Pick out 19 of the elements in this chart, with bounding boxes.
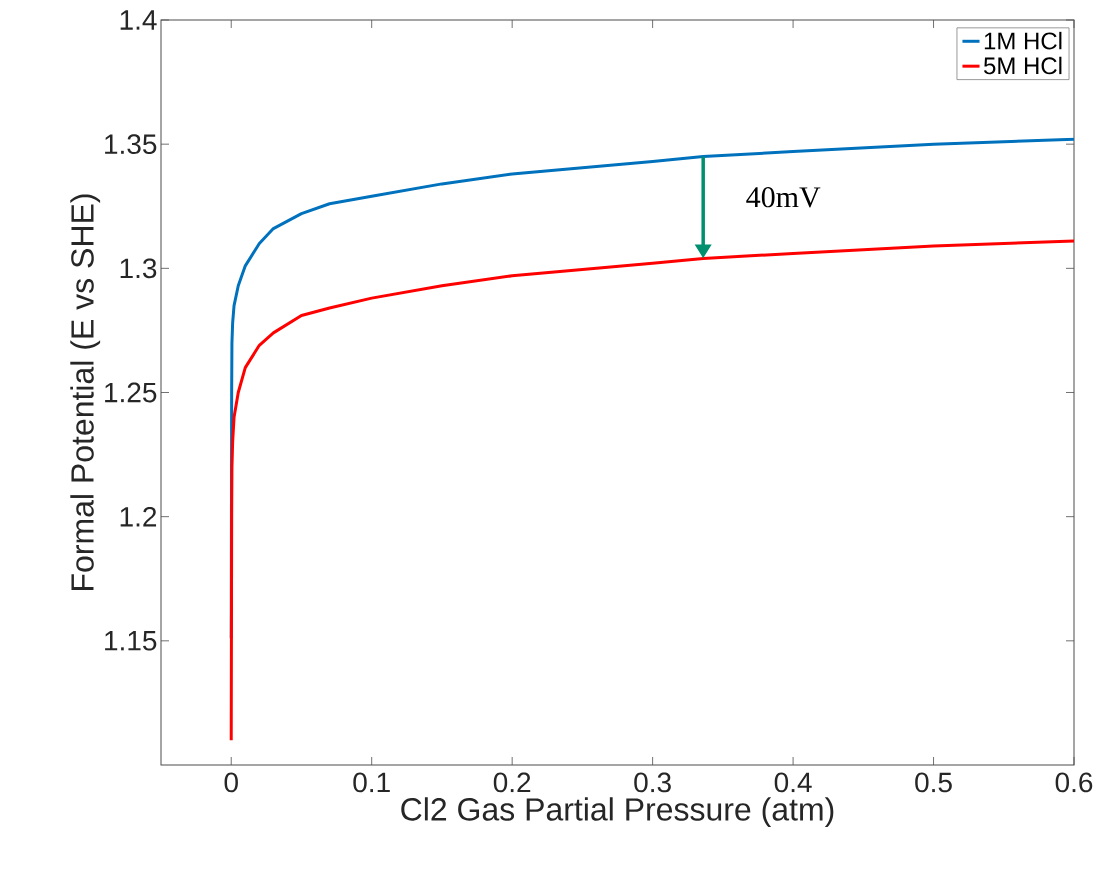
x-tick-label: 0.4 [774, 772, 812, 793]
x-tick-label: 0.3 [634, 772, 671, 793]
line-series [229, 239, 1075, 742]
y-tick-label: 1.25 [105, 382, 157, 403]
x-tick-label: 0.5 [915, 772, 952, 793]
y-tick-label: 1.2 [120, 506, 157, 527]
x-tick-label: 0 [224, 772, 238, 793]
legend-label: 1M HCl [984, 31, 1062, 50]
y-tick-label: 1.15 [105, 631, 157, 651]
annotation: 40mV [746, 187, 821, 208]
x-axis-title: Cl2 Gas Partial Pressure (atm) [401, 797, 834, 828]
x-tick-label: 0.1 [353, 772, 390, 793]
y-axis-title: Formal Potential (E vs SHE) [70, 194, 101, 590]
legend-label: 5M HCl [983, 56, 1062, 75]
x-tick-label: 0.2 [493, 772, 531, 793]
y-tick-label: 1.4 [120, 10, 157, 30]
y-tick-label: 1.35 [105, 134, 157, 155]
x-tick-label: 0.6 [1055, 772, 1093, 793]
y-tick-label: 1.3 [120, 258, 157, 279]
